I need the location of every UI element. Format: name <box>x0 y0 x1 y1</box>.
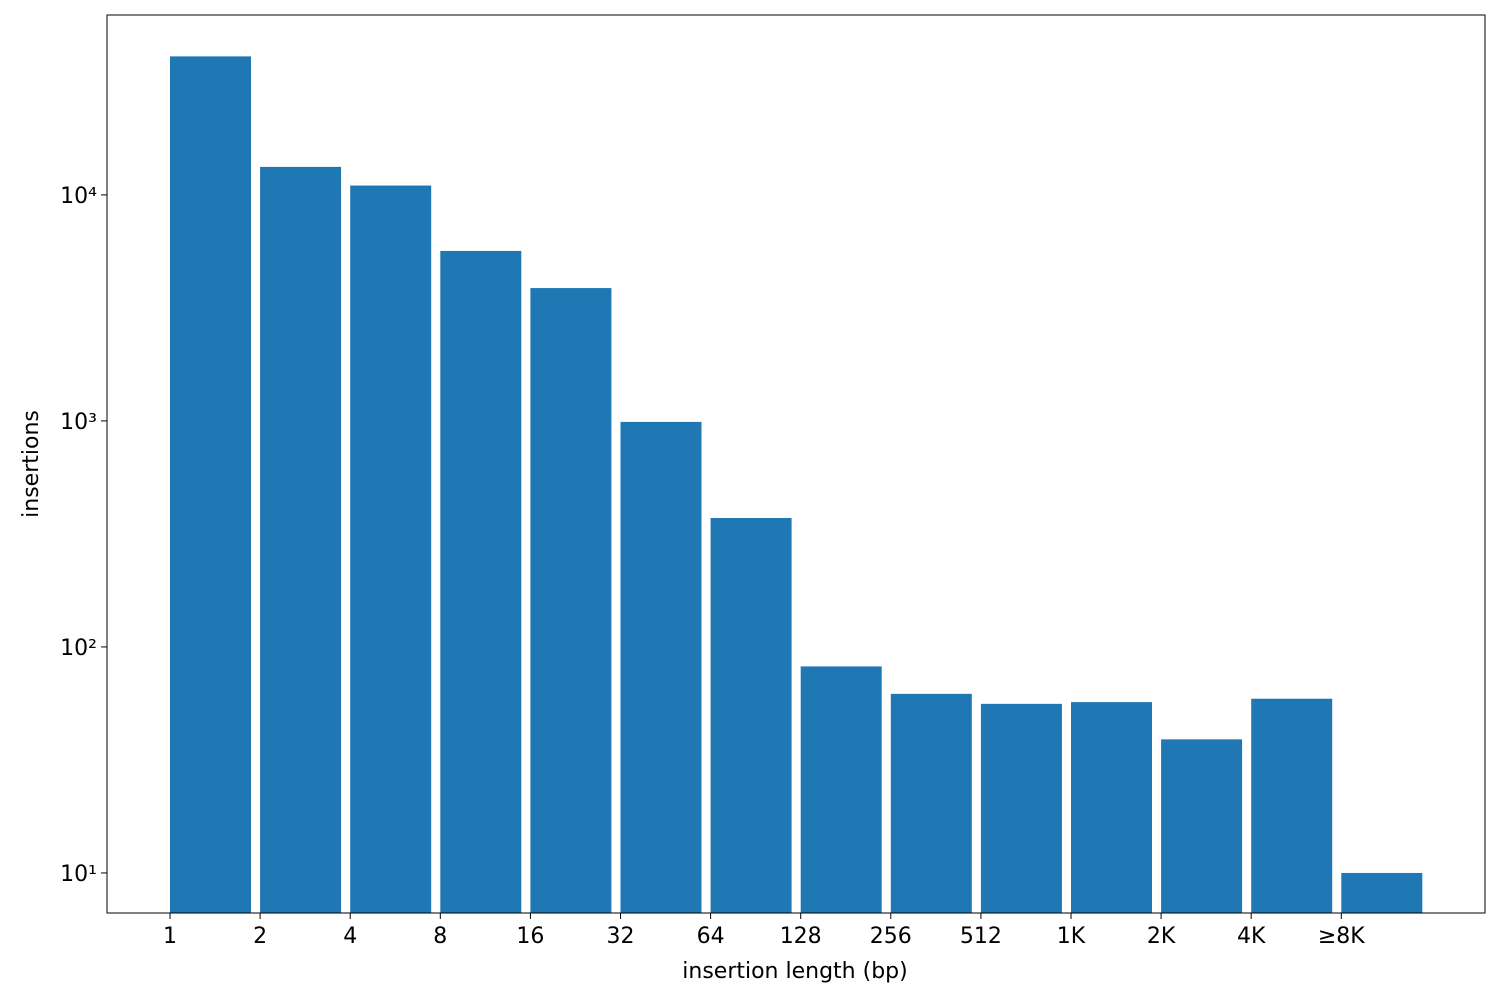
bar <box>350 185 432 913</box>
x-axis-label: insertion length (bp) <box>682 959 907 984</box>
x-tick-label: ≥8K <box>1318 924 1365 949</box>
x-tick-label: 64 <box>697 924 725 949</box>
x-tick-label: 256 <box>870 924 912 949</box>
x-tick-label: 4 <box>343 924 357 949</box>
bar <box>170 56 251 913</box>
bar <box>1251 698 1333 913</box>
x-tick-label: 1K <box>1057 924 1086 949</box>
bar <box>260 166 342 913</box>
x-tick-label: 2K <box>1147 924 1176 949</box>
bar <box>1071 702 1152 913</box>
x-tick-label: 4K <box>1237 924 1266 949</box>
bar <box>710 517 792 913</box>
bar <box>800 666 882 913</box>
y-tick-label: 10⁴ <box>60 184 97 209</box>
x-tick-label: 512 <box>960 924 1002 949</box>
plot-frame <box>106 14 1486 914</box>
y-tick-label: 10² <box>60 636 97 661</box>
bar <box>980 703 1062 913</box>
y-tick-label: 10³ <box>60 410 97 435</box>
x-tick-label: 32 <box>607 924 635 949</box>
bar <box>1161 739 1243 913</box>
bar <box>620 421 702 913</box>
bar <box>1341 872 1423 913</box>
bar <box>440 250 522 913</box>
bar <box>530 288 612 913</box>
x-tick-label: 8 <box>433 924 447 949</box>
y-tick-label: 10¹ <box>60 862 97 887</box>
bar <box>890 693 972 913</box>
x-tick-label: 1 <box>163 924 177 949</box>
x-tick-label: 128 <box>780 924 822 949</box>
x-tick-label: 2 <box>253 924 267 949</box>
x-tick-label: 16 <box>516 924 544 949</box>
y-axis-label: insertions <box>19 410 44 518</box>
